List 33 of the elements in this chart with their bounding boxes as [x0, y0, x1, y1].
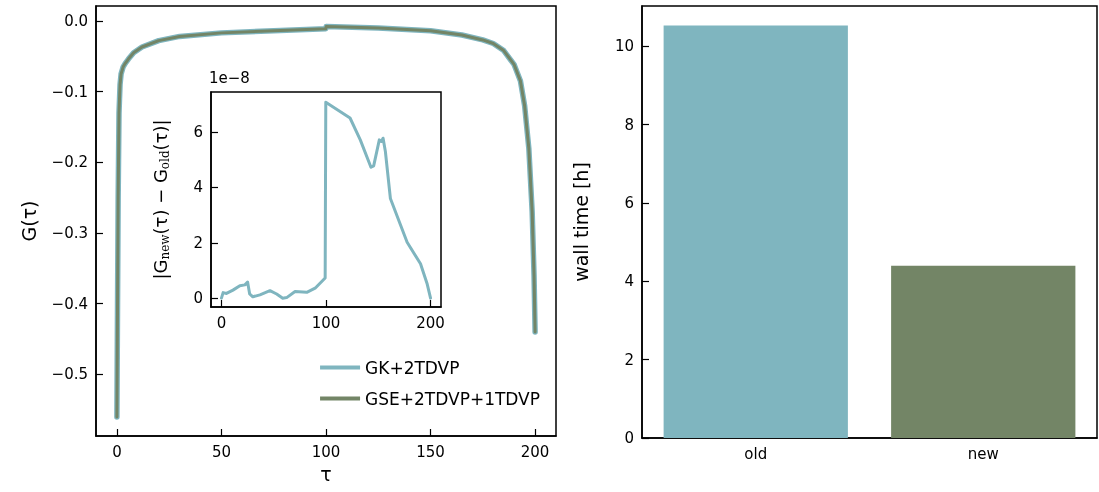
annotation: 1e−8 [209, 68, 250, 87]
y-tick-label: 0.0 [64, 11, 88, 30]
x-tick-label: old [744, 444, 768, 463]
x-tick-label: 100 [311, 442, 341, 461]
y-tick-label: −0.5 [51, 365, 88, 384]
legend-label: GK+2TDVP [365, 357, 460, 378]
y-tick-label: 4 [193, 178, 203, 197]
x-tick-label: 0 [216, 313, 227, 332]
x-tick-label: new [967, 444, 999, 463]
y-tick-label: 0 [624, 429, 634, 447]
y-tick-label: −0.1 [51, 82, 88, 101]
legend-label: GSE+2TDVP+1TDVP [365, 388, 541, 409]
x-tick-label: 200 [520, 442, 550, 461]
y-axis-title: wall time [h] [569, 162, 592, 282]
y-tick-label: −0.3 [51, 224, 88, 243]
x-tick-label: 0 [112, 442, 122, 461]
y-tick-label: 6 [624, 194, 634, 212]
y-tick-label: 2 [193, 233, 203, 252]
x-axis-title: τ [320, 462, 332, 485]
x-tick-label: 150 [416, 442, 445, 461]
x-tick-label: 50 [211, 442, 231, 461]
y-tick-label: −0.4 [51, 294, 88, 313]
y-axis-title: G(τ) [17, 200, 40, 242]
x-tick-label: 200 [416, 313, 445, 332]
y-axis-title: |Gnew(τ) − Gold(τ)| [149, 119, 172, 280]
y-tick-label: 8 [624, 115, 634, 134]
y-tick-label: 4 [624, 272, 634, 291]
y-tick-label: 10 [614, 37, 634, 56]
x-tick-label: 100 [311, 313, 341, 332]
y-tick-label: −0.2 [51, 153, 88, 172]
y-tick-label: 2 [624, 350, 634, 369]
y-tick-label: 0 [193, 289, 203, 308]
y-tick-label: 6 [193, 123, 203, 142]
